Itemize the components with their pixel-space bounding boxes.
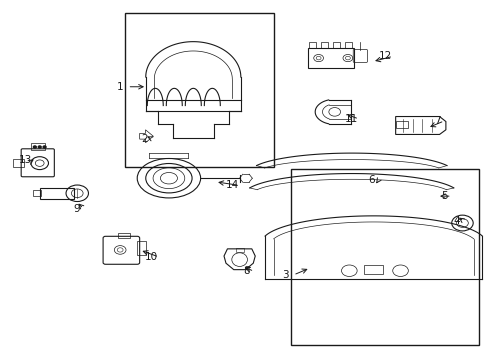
Text: 14: 14 xyxy=(225,180,239,190)
Bar xyxy=(40,188,74,199)
Text: 8: 8 xyxy=(243,266,250,276)
Text: 4: 4 xyxy=(452,216,459,226)
Bar xyxy=(363,265,383,274)
Bar xyxy=(235,248,243,252)
Text: 3: 3 xyxy=(282,270,289,280)
Bar xyxy=(118,233,130,238)
Bar xyxy=(307,48,353,68)
Bar xyxy=(332,41,339,48)
Bar xyxy=(137,241,146,255)
Text: 13: 13 xyxy=(19,155,32,165)
Circle shape xyxy=(38,146,41,148)
Bar xyxy=(308,41,315,48)
Bar xyxy=(345,41,351,48)
Bar xyxy=(33,190,41,196)
Bar xyxy=(125,13,273,167)
Text: 5: 5 xyxy=(440,191,447,201)
Text: 9: 9 xyxy=(73,204,80,214)
Text: 7: 7 xyxy=(433,116,440,126)
Text: 1: 1 xyxy=(117,82,123,92)
Text: 11: 11 xyxy=(345,114,358,124)
Text: 6: 6 xyxy=(367,175,374,185)
Text: 2: 2 xyxy=(141,134,147,144)
Bar xyxy=(31,143,44,150)
Bar xyxy=(395,121,407,128)
Circle shape xyxy=(43,146,46,148)
Bar xyxy=(290,169,478,345)
Text: 12: 12 xyxy=(379,51,392,61)
Bar xyxy=(321,41,327,48)
Circle shape xyxy=(33,146,36,148)
Text: 10: 10 xyxy=(145,252,158,262)
Bar xyxy=(13,159,23,167)
